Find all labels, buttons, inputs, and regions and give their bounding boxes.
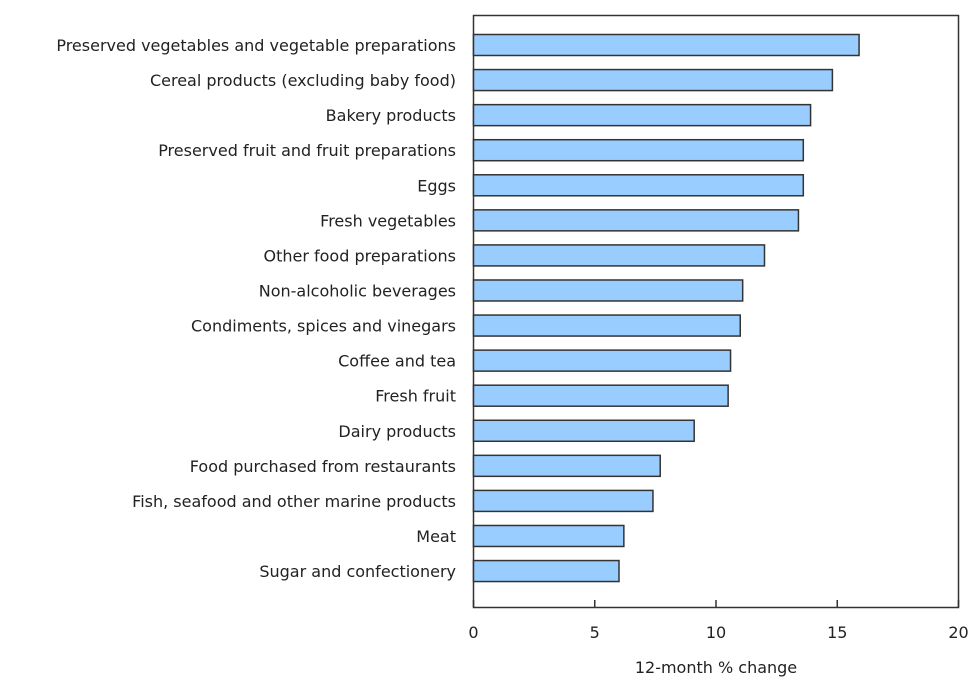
x-tick-label: 5 [590,623,600,642]
bar [472,279,744,302]
category-label: Fresh fruit [375,387,456,406]
x-tick-label: 15 [827,623,847,642]
bar [472,489,654,513]
bar [472,384,729,407]
category-label: Coffee and tea [338,352,456,371]
category-label: Bakery products [326,106,456,125]
x-axis-label: 12-month % change [635,658,797,677]
bar [472,174,805,197]
category-label: Fish, seafood and other marine products [132,492,456,511]
category-label: Non-alcoholic beverages [259,281,456,300]
bar [472,419,695,443]
bar [472,454,661,478]
category-label: Meat [416,527,456,546]
category-label: Dairy products [338,422,456,441]
bar [472,349,732,372]
bar [472,103,812,127]
category-label: Food purchased from restaurants [190,457,456,476]
bar [472,138,805,162]
bar [472,244,766,267]
x-tick-label: 0 [468,623,478,642]
bar [472,314,741,337]
category-label: Preserved fruit and fruit preparations [158,141,456,160]
category-label: Preserved vegetables and vegetable prepa… [56,36,456,55]
bar [472,209,800,232]
category-label: Fresh vegetables [320,211,456,230]
category-label: Cereal products (excluding baby food) [150,71,456,90]
x-tick-label: 20 [948,623,968,642]
bar [472,559,620,583]
bar [472,68,834,92]
category-label: Eggs [417,176,456,195]
plot-frame [472,14,960,609]
category-label: Other food preparations [263,246,456,265]
x-tick-label: 10 [706,623,726,642]
category-label: Condiments, spices and vinegars [191,317,456,336]
category-label: Sugar and confectionery [259,562,456,581]
bar [472,33,860,57]
bar [472,524,625,548]
